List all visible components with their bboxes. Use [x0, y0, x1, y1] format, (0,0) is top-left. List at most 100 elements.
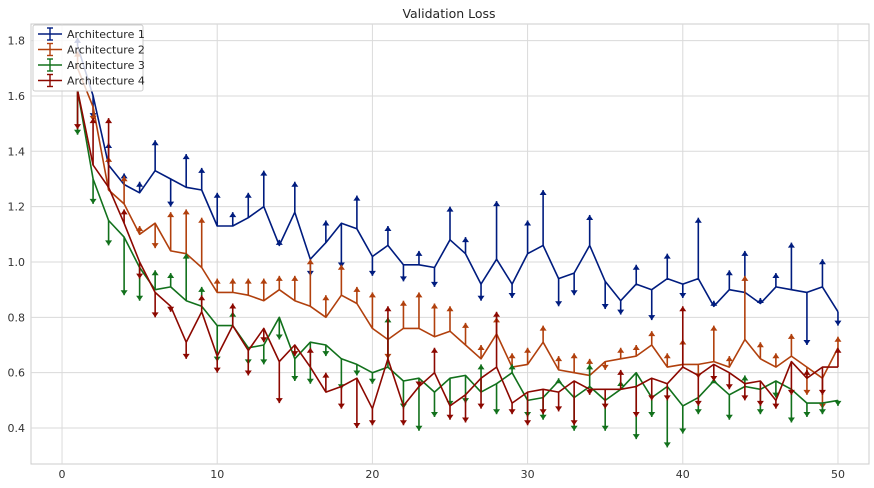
error-cap: [524, 347, 532, 353]
y-tick-label: 1.6: [8, 90, 26, 103]
x-tick-label: 30: [521, 468, 535, 481]
error-cap: [834, 347, 842, 353]
error-cap: [679, 292, 687, 298]
error-cap: [539, 190, 547, 196]
error-cap: [756, 400, 764, 406]
error-cap: [787, 242, 795, 248]
y-tick-label: 1.8: [8, 35, 26, 48]
error-cap: [508, 353, 516, 359]
error-cap: [555, 356, 563, 362]
error-cap: [198, 286, 206, 292]
error-cap: [756, 342, 764, 348]
error-cap: [818, 389, 826, 395]
error-cap: [353, 423, 361, 429]
error-cap: [275, 334, 283, 340]
error-cap: [586, 364, 594, 370]
error-cap: [586, 358, 594, 364]
y-tick-label: 1.2: [8, 201, 26, 214]
error-cap: [368, 378, 376, 384]
error-cap: [741, 375, 749, 381]
x-tick-label: 50: [831, 468, 845, 481]
error-cap: [539, 409, 547, 415]
error-cap: [508, 364, 516, 370]
series-line: [76, 68, 839, 380]
error-cap: [306, 259, 314, 265]
error-cap: [229, 278, 237, 284]
error-cap: [74, 129, 82, 135]
error-cap: [167, 273, 175, 279]
series-line: [76, 45, 839, 313]
error-cap: [803, 389, 811, 395]
error-cap: [198, 295, 206, 301]
error-cap: [524, 420, 532, 426]
error-cap: [244, 278, 252, 284]
error-cap: [508, 409, 516, 415]
error-cap: [368, 270, 376, 276]
error-cap: [725, 384, 733, 390]
error-cap: [136, 226, 144, 232]
error-cap: [663, 353, 671, 359]
error-cap: [275, 239, 283, 245]
error-cap: [415, 250, 423, 256]
error-cap: [648, 395, 656, 401]
error-cap: [648, 331, 656, 337]
error-cap: [151, 270, 159, 276]
series-layer: [74, 37, 842, 448]
error-cap: [291, 181, 299, 187]
error-cap: [430, 303, 438, 309]
error-cap: [725, 356, 733, 362]
error-cap: [182, 209, 190, 215]
error-cap: [399, 420, 407, 426]
error-cap: [291, 375, 299, 381]
legend-label: Architecture 2: [67, 44, 145, 57]
error-cap: [136, 273, 144, 279]
error-cap: [415, 425, 423, 431]
error-cap: [663, 253, 671, 259]
error-cap: [586, 214, 594, 220]
error-cap: [803, 411, 811, 417]
error-cap: [229, 212, 237, 218]
error-cap: [415, 292, 423, 298]
error-cap: [818, 259, 826, 265]
error-cap: [198, 167, 206, 173]
legend-item: Architecture 2: [38, 42, 145, 57]
y-tick-label: 0.8: [8, 311, 26, 324]
error-cap: [493, 201, 501, 207]
error-cap: [756, 409, 764, 415]
error-cap: [275, 398, 283, 404]
error-cap: [415, 381, 423, 387]
legend-item: Architecture 3: [38, 58, 145, 72]
error-cap: [787, 333, 795, 339]
error-cap: [555, 406, 563, 412]
error-cap: [182, 253, 190, 259]
error-cap: [291, 275, 299, 281]
error-cap: [306, 347, 314, 353]
error-cap: [136, 181, 144, 187]
error-cap: [89, 118, 97, 124]
error-cap: [322, 295, 330, 301]
error-cap: [167, 201, 175, 207]
error-cap: [710, 300, 718, 306]
error-cap: [601, 425, 609, 431]
error-cap: [151, 312, 159, 318]
error-cap: [105, 240, 113, 246]
error-cap: [306, 378, 314, 384]
error-cap: [244, 192, 252, 198]
legend-box: [32, 24, 144, 92]
error-cap: [337, 264, 345, 270]
error-cap: [120, 209, 128, 215]
error-cap: [446, 414, 454, 420]
error-cap: [679, 428, 687, 434]
error-cap: [322, 220, 330, 226]
error-cap: [477, 403, 485, 409]
error-cap: [725, 414, 733, 420]
error-cap: [136, 295, 144, 301]
error-cap: [493, 409, 501, 415]
error-cap: [679, 306, 687, 312]
y-tick-label: 0.6: [8, 367, 26, 380]
error-cap: [384, 306, 392, 312]
legend-label: Architecture 3: [67, 59, 145, 72]
error-cap: [368, 292, 376, 298]
series-1: [74, 37, 842, 346]
